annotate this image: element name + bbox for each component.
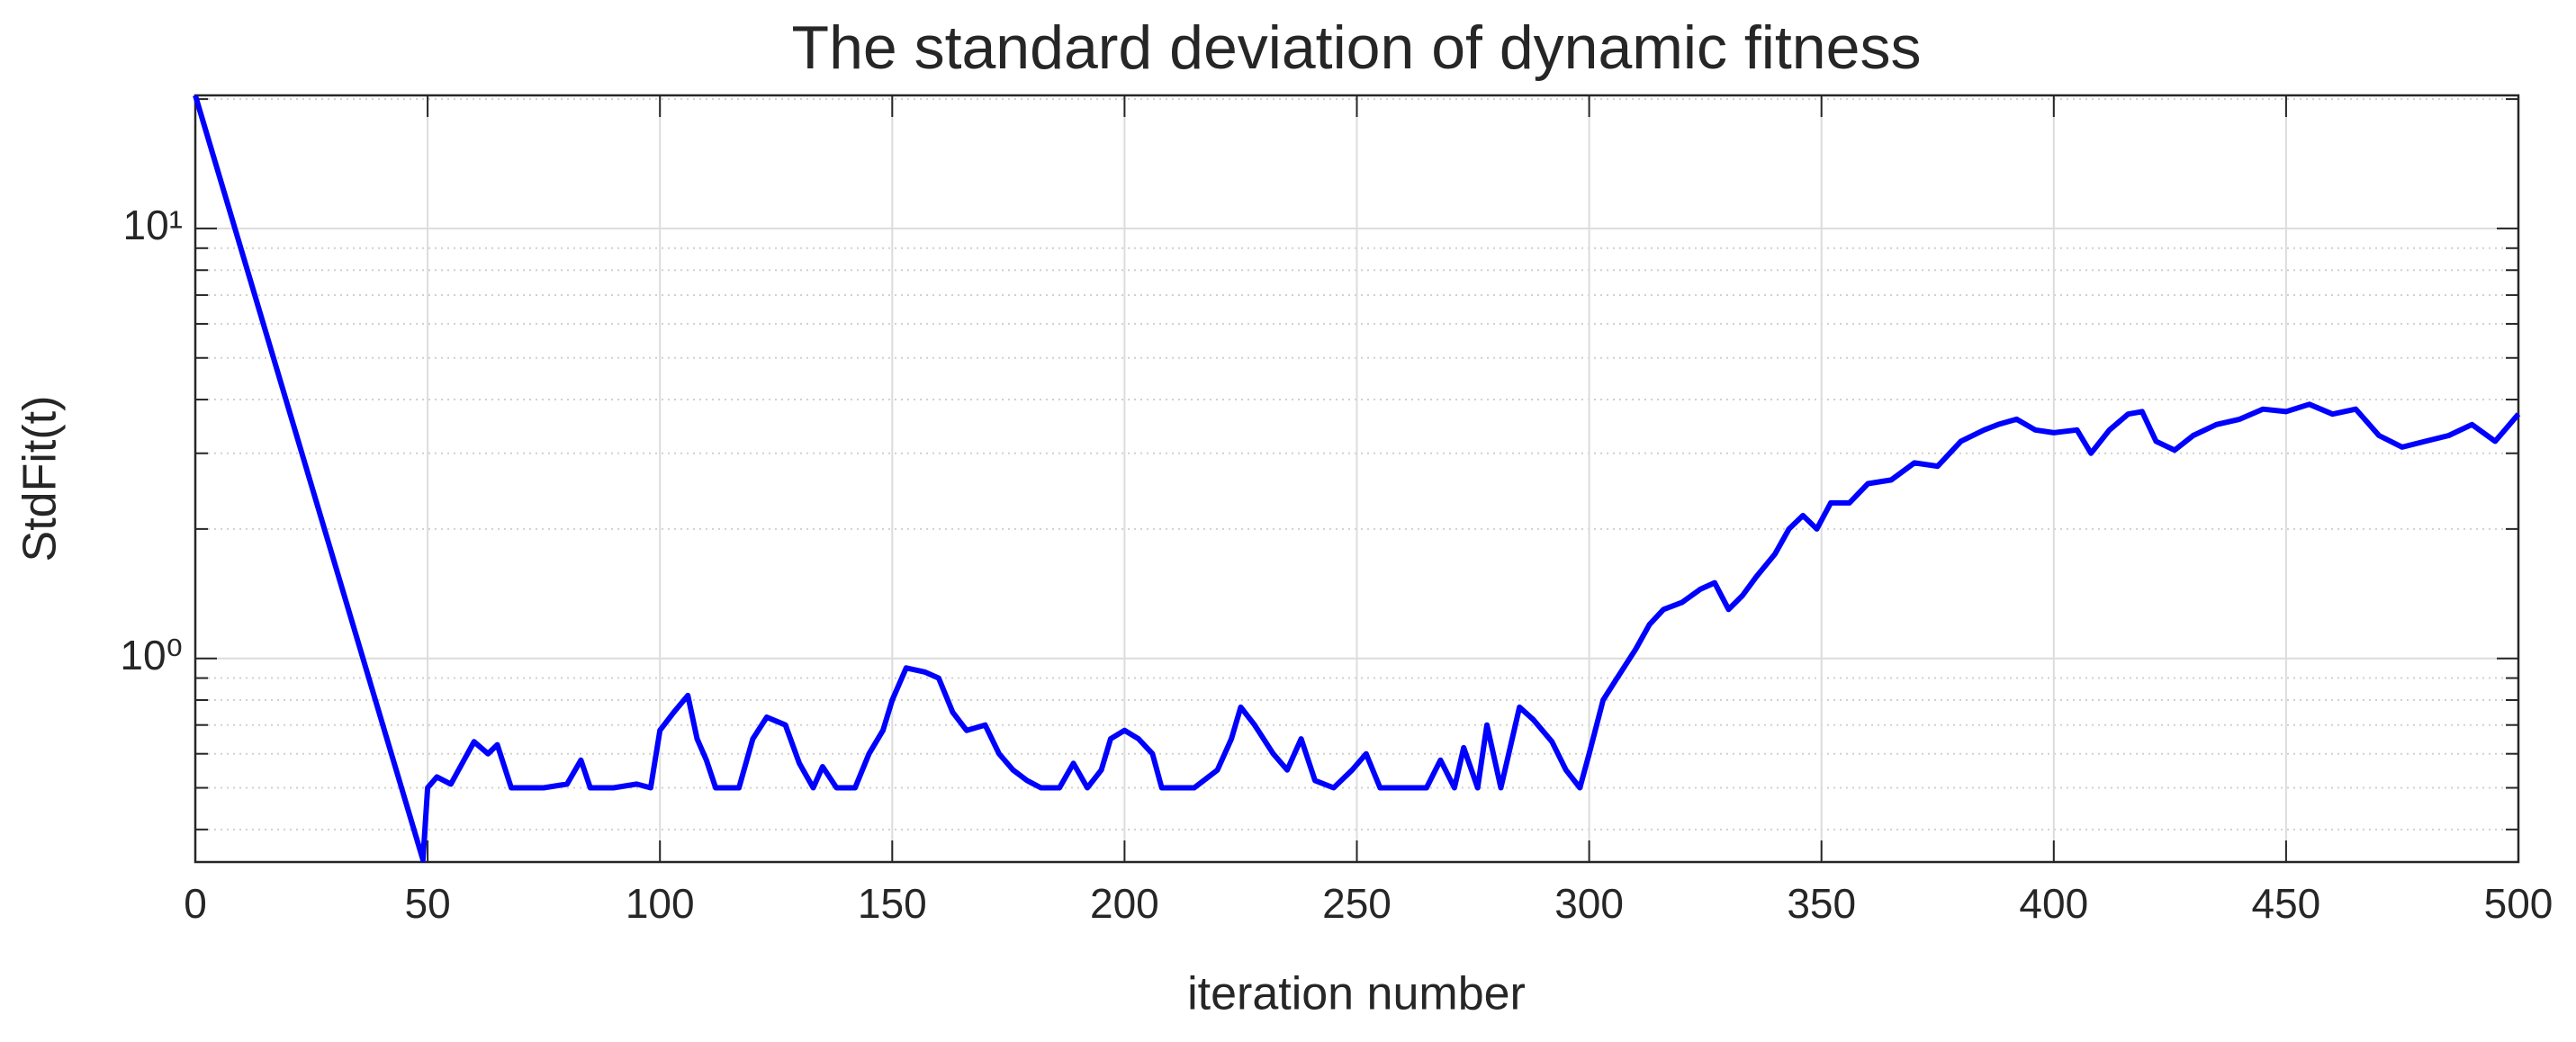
x-tick-label: 100 (626, 880, 695, 927)
x-tick-label: 400 (2019, 880, 2088, 927)
x-tick-label: 450 (2252, 880, 2321, 927)
x-tick-label: 0 (184, 880, 207, 927)
x-tick-label: 350 (1787, 880, 1856, 927)
x-tick-label: 500 (2484, 880, 2553, 927)
y-tick-label: 10⁰ (120, 632, 183, 678)
x-tick-label: 250 (1322, 880, 1392, 927)
y-axis-label: StdFit(t) (14, 396, 67, 562)
x-tick-label: 300 (1554, 880, 1624, 927)
x-tick-label: 150 (858, 880, 927, 927)
chart-title: The standard deviation of dynamic fitnes… (792, 13, 1922, 82)
data-line (193, 94, 2521, 863)
x-axis-label: iteration number (1187, 968, 1526, 1020)
x-tick-label: 50 (405, 880, 451, 927)
y-tick-label: 10¹ (123, 202, 183, 248)
x-tick-label: 200 (1090, 880, 1159, 927)
plot-frame (194, 94, 2520, 864)
